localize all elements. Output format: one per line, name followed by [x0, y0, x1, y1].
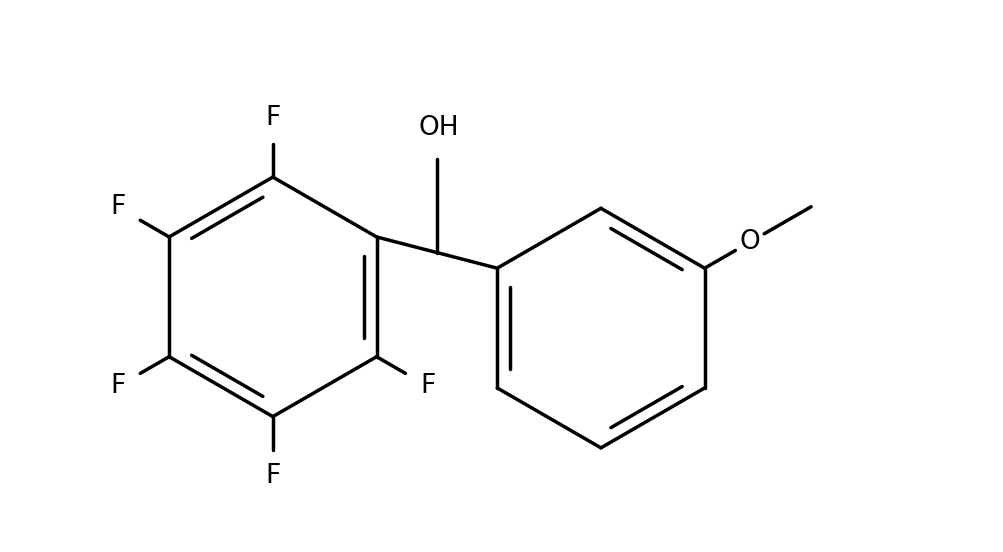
Text: F: F	[265, 463, 280, 489]
Text: F: F	[110, 194, 125, 220]
Text: F: F	[110, 373, 125, 400]
Text: F: F	[265, 105, 280, 131]
Text: F: F	[420, 373, 435, 400]
Text: O: O	[738, 229, 759, 255]
Text: OH: OH	[418, 115, 458, 141]
